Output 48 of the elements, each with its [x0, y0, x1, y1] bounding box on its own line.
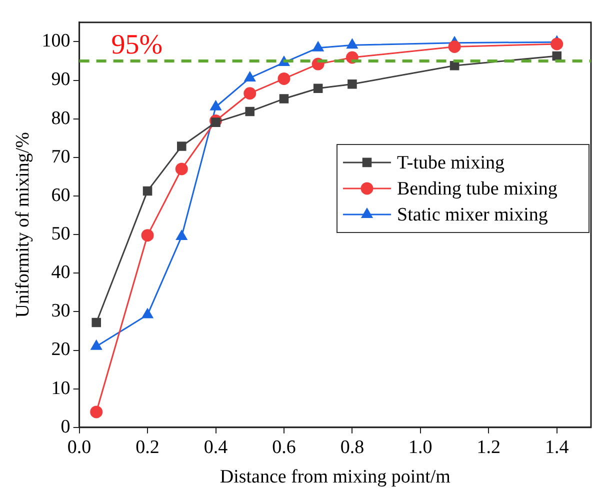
point — [210, 100, 222, 110]
point — [244, 87, 256, 100]
point — [142, 186, 152, 196]
x-tick-label: 1.0 — [408, 436, 432, 458]
y-tick-label: 40 — [51, 262, 70, 284]
point — [279, 94, 289, 104]
y-tick-label: 100 — [42, 30, 70, 52]
y-tick-label: 70 — [51, 146, 70, 168]
point — [175, 162, 188, 176]
point — [552, 51, 562, 61]
y-tick-label: 90 — [51, 69, 70, 90]
legend-label: Static mixer mixing — [397, 204, 548, 226]
y-tick-label: 0 — [60, 416, 70, 438]
point — [141, 229, 154, 242]
point — [448, 40, 461, 53]
point — [90, 340, 102, 350]
x-tick-label: 0.6 — [272, 436, 296, 458]
point — [176, 230, 188, 240]
point — [211, 118, 220, 127]
ref-line-label: 95% — [111, 29, 163, 60]
x-tick-label: 0.0 — [67, 436, 92, 458]
y-tick-label: 30 — [51, 300, 70, 322]
x-axis-title: Distance from mixing point/m — [220, 466, 451, 488]
point — [346, 38, 358, 49]
point — [313, 84, 323, 93]
y-tick-label: 50 — [51, 224, 70, 245]
x-tick-label: 1.4 — [545, 436, 570, 458]
point — [245, 106, 255, 116]
y-tick-label: 10 — [51, 378, 70, 399]
legend-label: Bending tube mixing — [397, 178, 558, 200]
y-tick-label: 80 — [51, 108, 70, 129]
x-tick-label: 0.4 — [204, 436, 228, 458]
point — [278, 72, 290, 85]
y-tick-label: 60 — [51, 184, 70, 206]
point — [92, 318, 101, 328]
y-axis-title: Uniformity of mixing/% — [12, 132, 34, 318]
point — [177, 142, 186, 151]
point — [348, 79, 357, 89]
point — [90, 406, 103, 418]
x-tick-label: 1.2 — [476, 436, 501, 458]
point — [142, 308, 154, 318]
point — [550, 38, 564, 50]
x-tick-label: 0.2 — [136, 436, 160, 458]
point — [312, 42, 324, 52]
legend-label: T-tube mixing — [397, 152, 505, 174]
point — [244, 72, 256, 82]
y-tick-label: 20 — [51, 339, 70, 360]
x-tick-label: 0.8 — [340, 436, 364, 458]
